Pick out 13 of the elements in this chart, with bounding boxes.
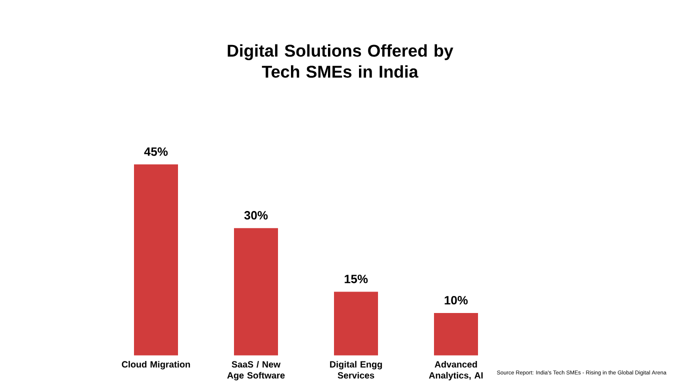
bar <box>434 313 478 356</box>
x-tick-label: Cloud Migration <box>122 361 190 370</box>
data-label: 30% <box>244 211 268 220</box>
x-tick-label: Digital Engg Services <box>330 361 382 379</box>
x-tick-label: Advanced Analytics, AI <box>428 361 483 380</box>
bar <box>334 292 378 356</box>
chart-title: Digital Solutions Offered by Tech SMEs in India <box>228 44 454 78</box>
data-label: 15% <box>344 274 368 284</box>
bar <box>234 228 278 356</box>
bar <box>134 164 178 356</box>
x-tick-label: SaaS / New Age Software <box>227 361 285 381</box>
data-label: 45% <box>144 148 168 156</box>
data-label: 10% <box>444 296 468 305</box>
